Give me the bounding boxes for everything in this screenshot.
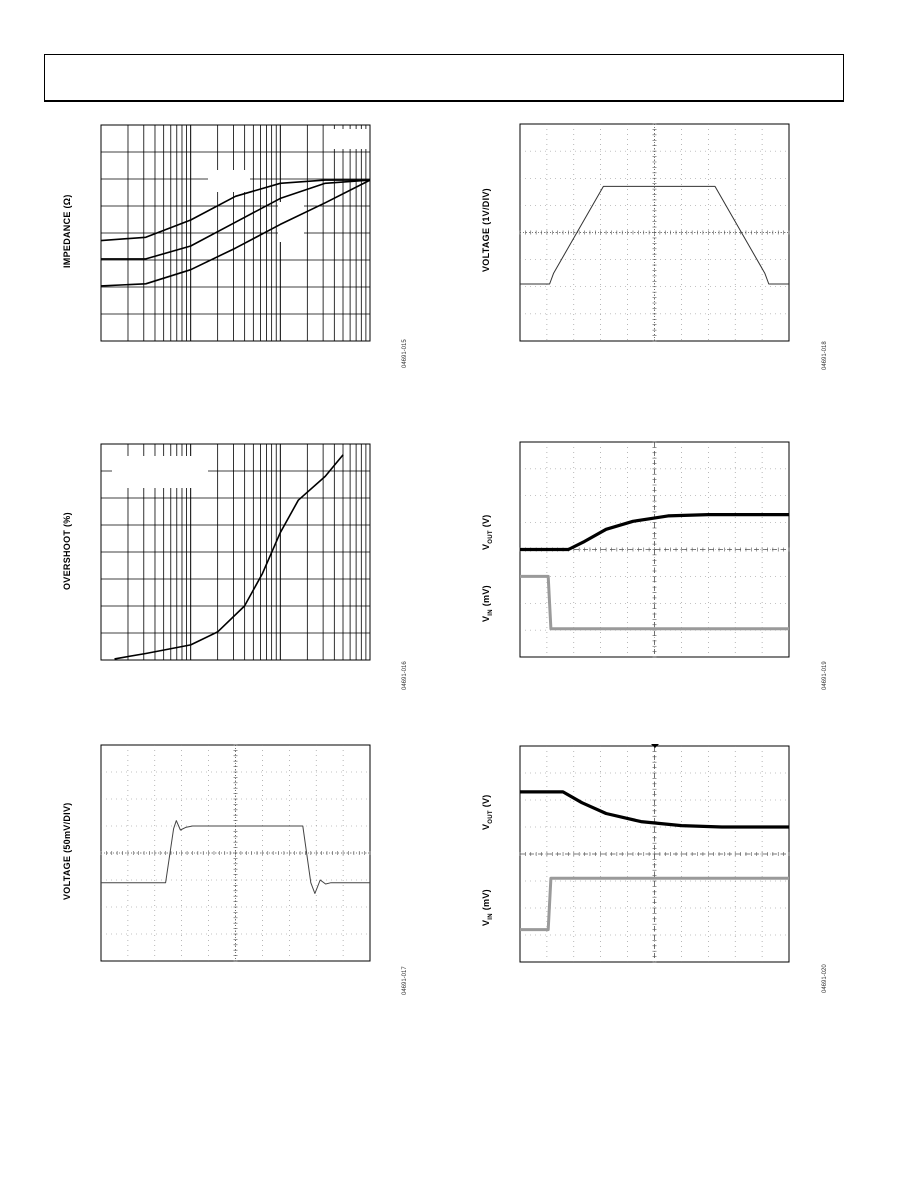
overshoot-ylabel: OVERSHOOT (%) [62,512,72,590]
step-rise-figure-id: 04691-019 [822,661,828,690]
step-fall-figure-id: 04691-020 [822,964,828,993]
legend-box [330,129,368,149]
step-rise-chart [519,441,790,658]
voltage-1v-trace [520,185,789,285]
overshoot-series-line [114,454,344,660]
vout-trace [520,790,789,829]
plot-frame [519,123,790,342]
plot-frame [519,441,790,658]
overshoot-figure-id: 04691-016 [402,661,408,690]
plot-frame [100,744,371,962]
plot-frame [519,745,790,963]
voltage-1v-figure-id: 04691-018 [822,341,828,370]
plot-frame [100,443,371,661]
step-fall-vout-label: VOUT (V) [481,794,494,830]
impedance-series-line [100,179,371,287]
trigger-marker [651,744,659,748]
voltage-1v-chart [519,123,790,342]
voltage-50mv-trace [101,820,370,894]
voltage-1v-ylabel: VOLTAGE (1V/DIV) [481,188,491,272]
overshoot-chart [100,443,371,661]
plot-frame [100,124,371,342]
voltage-50mv-chart [100,744,371,962]
vout-trace [520,513,789,552]
vin-trace [520,876,789,932]
voltage-50mv-figure-id: 04691-017 [402,966,408,995]
step-fall-vin-label: VIN (mV) [481,889,494,926]
impedance-series-line [100,179,370,242]
step-rise-vin-label: VIN (mV) [481,585,494,622]
annotation-box [278,202,304,242]
impedance-series-line [101,179,371,260]
vin-trace [520,574,789,631]
step-fall-chart [519,744,790,963]
voltage-50mv-ylabel: VOLTAGE (50mV/DIV) [62,802,72,900]
impedance-chart [100,124,371,342]
legend-box [112,456,208,488]
step-rise-vout-label: VOUT (V) [481,514,494,550]
impedance-figure-id: 04691-015 [402,339,408,368]
page-header-box [44,54,844,102]
impedance-ylabel: IMPEDANCE (Ω) [62,194,72,268]
annotation-box [208,170,250,192]
